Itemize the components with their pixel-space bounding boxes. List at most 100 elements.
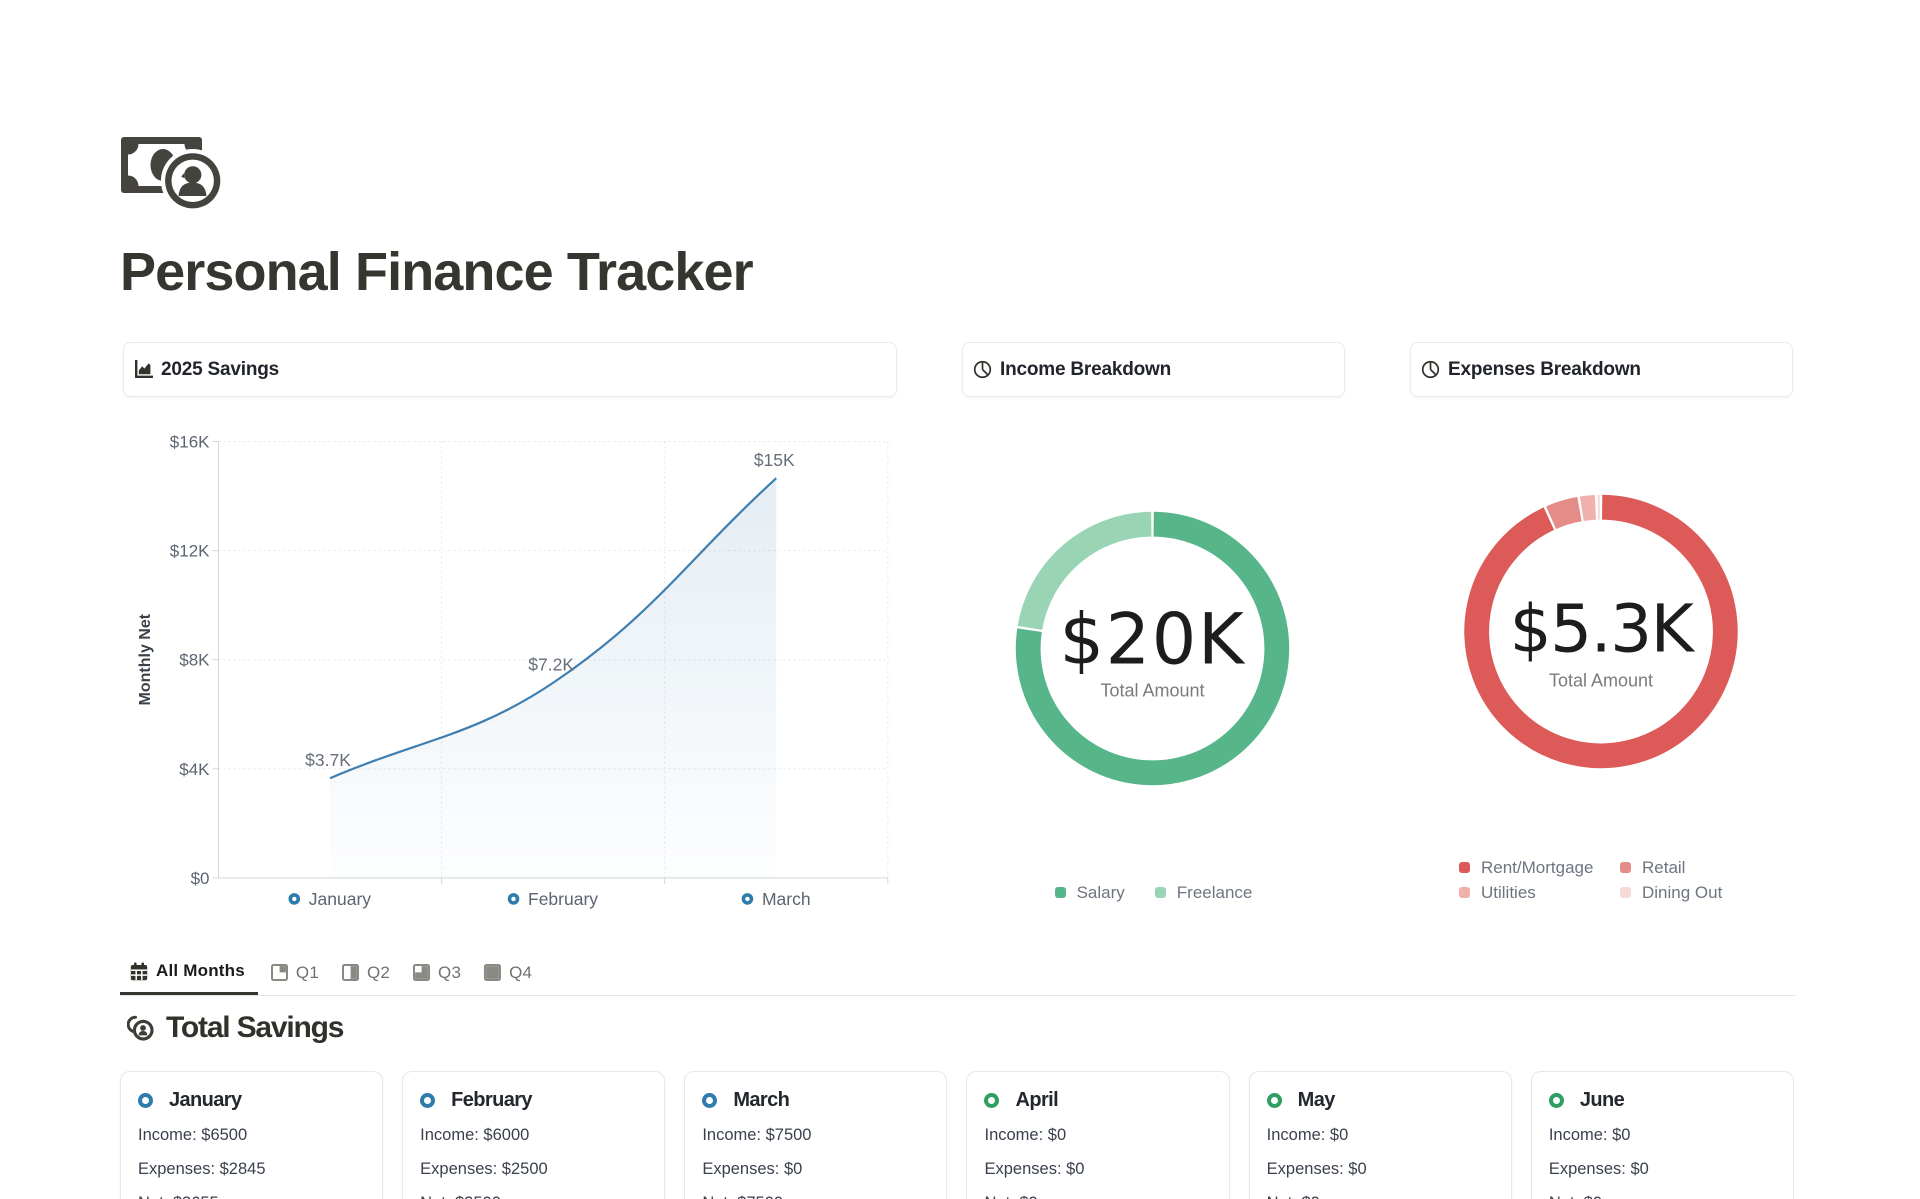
quarter-2-icon [341, 964, 359, 981]
savings-chart-body[interactable]: $0 $4K $8K $12K $16K Monthly Net $3.7K $7.2K $15… [123, 397, 897, 930]
quarter-4-icon [484, 964, 502, 981]
savings-area-fill [330, 478, 777, 878]
months-grid: January Income: $6500 Expenses: $2845 Ne… [120, 1071, 1794, 1199]
x-category-label: March [741, 889, 811, 909]
month-net: Net: $0 [1549, 1193, 1776, 1199]
legend-label: Salary [1076, 883, 1125, 902]
legend-label: Freelance [1176, 883, 1253, 902]
tab-q3[interactable]: Q3 [403, 950, 471, 995]
legend-item[interactable]: Retail [1620, 859, 1781, 876]
legend-swatch [1154, 887, 1166, 898]
legend-label: Utilities [1481, 883, 1536, 902]
month-expenses: Expenses: $0 [702, 1160, 803, 1178]
month-dot-icon [1548, 1092, 1564, 1108]
month-card-june[interactable]: June Income: $0 Expenses: $0 Net: $0 [1530, 1071, 1794, 1199]
month-income: Income: $6000 [420, 1126, 530, 1144]
month-expenses: Expenses: $2845 [138, 1160, 266, 1178]
month-card-february[interactable]: February Income: $6000 Expenses: $2500 N… [402, 1071, 666, 1199]
month-net: Net: $7500 [702, 1193, 929, 1199]
expenses-card-title: Expenses Breakdown [1448, 358, 1641, 380]
savings-line [329, 477, 777, 780]
expenses-chart-card: Expenses Breakdown $5.3K Total Amount Re… [1410, 342, 1793, 930]
donut-segment-rent-mortgage[interactable] [1464, 494, 1738, 769]
income-card-header: Income Breakdown [962, 342, 1345, 397]
expenses-legend: Rent/Mortgage Retail Utilities Dining Out [1459, 855, 1781, 905]
calendar-icon [130, 962, 148, 980]
y-tick-label: $8K [179, 651, 210, 670]
month-expenses: Expenses: $0 [984, 1160, 1085, 1178]
banknote-coin-icon [121, 137, 221, 209]
legend-swatch [1620, 887, 1631, 898]
tab-q4[interactable]: Q4 [474, 950, 542, 995]
month-dot-icon [984, 1092, 1000, 1108]
page-title: Personal Finance Tracker [120, 242, 754, 302]
income-chart-card: Income Breakdown $20K Total Amount Salar… [962, 342, 1345, 930]
month-net: Net: $3500 [420, 1193, 647, 1199]
quarter-3-icon [413, 964, 431, 981]
svg-text:January: January [309, 889, 372, 909]
total-savings-heading: Total Savings [127, 1011, 344, 1045]
donut-segment-utilities[interactable] [1579, 494, 1597, 521]
month-card-march[interactable]: March Income: $7500 Expenses: $0 Net: $7… [684, 1071, 948, 1199]
month-card-january[interactable]: January Income: $6500 Expenses: $2845 Ne… [120, 1071, 384, 1199]
savings-card-title: 2025 Savings [161, 358, 280, 380]
charts-row: 2025 Savings $0 $4K $8K $12K $16K Monthly Net… [123, 342, 1793, 930]
coins-icon [127, 1015, 154, 1041]
donut-segment-freelance[interactable] [1017, 511, 1152, 631]
tab-q4-label: Q4 [509, 962, 533, 982]
legend-item[interactable]: Rent/Mortgage [1459, 859, 1620, 876]
y-tick-label: $0 [191, 869, 210, 888]
category-dot-icon [507, 893, 520, 905]
month-income: Income: $0 [1266, 1126, 1349, 1144]
tab-all-months-label: All Months [156, 961, 245, 980]
legend-swatch [1620, 862, 1631, 873]
month-name: January [169, 1088, 242, 1111]
legend-swatch [1459, 862, 1470, 873]
month-income: Income: $6500 [138, 1126, 248, 1144]
legend-item[interactable]: Salary [1054, 883, 1125, 902]
tab-q2-label: Q2 [366, 962, 391, 982]
tab-q2[interactable]: Q2 [332, 950, 400, 995]
x-category-label: February [507, 889, 598, 909]
legend-item[interactable]: Freelance [1154, 883, 1253, 902]
month-name: April [1015, 1088, 1059, 1111]
total-savings-title: Total Savings [166, 1011, 344, 1044]
month-name: June [1579, 1088, 1625, 1111]
legend-label: Dining Out [1642, 883, 1723, 902]
expenses-chart-body[interactable]: $5.3K Total Amount Rent/Mortgage Retail Ut… [1410, 397, 1793, 930]
svg-text:February: February [528, 889, 598, 909]
y-tick-label: $12K [170, 542, 210, 561]
income-chart-body[interactable]: $20K Total Amount Salary Freelance [962, 397, 1345, 930]
legend-swatch [1459, 887, 1470, 898]
month-name: March [733, 1088, 790, 1111]
month-expenses: Expenses: $0 [1548, 1160, 1649, 1178]
category-dot-icon [741, 893, 754, 905]
donut-segment-retail[interactable] [1546, 496, 1582, 530]
month-dot-icon [420, 1092, 436, 1108]
month-card-april[interactable]: April Income: $0 Expenses: $0 Net: $0 [966, 1071, 1230, 1199]
savings-chart-card: 2025 Savings $0 $4K $8K $12K $16K Monthly Net… [123, 342, 897, 930]
y-tick-label: $4K [179, 760, 210, 779]
y-tick-label: $16K [170, 433, 210, 452]
quarter-tabs: All Months Q1 Q2 Q3 [120, 950, 1795, 996]
month-expenses: Expenses: $2500 [420, 1160, 548, 1178]
quarter-1-icon [270, 964, 288, 981]
month-card-may[interactable]: May Income: $0 Expenses: $0 Net: $0 [1248, 1071, 1512, 1199]
income-total-value: $20K [1059, 598, 1246, 680]
point-label: $7.2K [528, 655, 574, 675]
month-dot-icon [1266, 1092, 1282, 1108]
expenses-total-label: Total Amount [1548, 670, 1654, 691]
month-name: February [451, 1088, 532, 1111]
tab-all-months[interactable]: All Months [120, 950, 258, 995]
legend-item[interactable]: Dining Out [1620, 884, 1781, 901]
income-legend: Salary Freelance [962, 884, 1345, 901]
legend-item[interactable]: Utilities [1459, 884, 1620, 901]
income-total-label: Total Amount [1100, 680, 1205, 700]
tab-q1[interactable]: Q1 [261, 950, 329, 995]
pie-chart-icon [973, 360, 992, 379]
donut-segment-salary[interactable] [1015, 511, 1290, 786]
month-income: Income: $0 [984, 1126, 1067, 1144]
area-chart-icon [135, 360, 153, 378]
income-card-title: Income Breakdown [1000, 358, 1172, 380]
